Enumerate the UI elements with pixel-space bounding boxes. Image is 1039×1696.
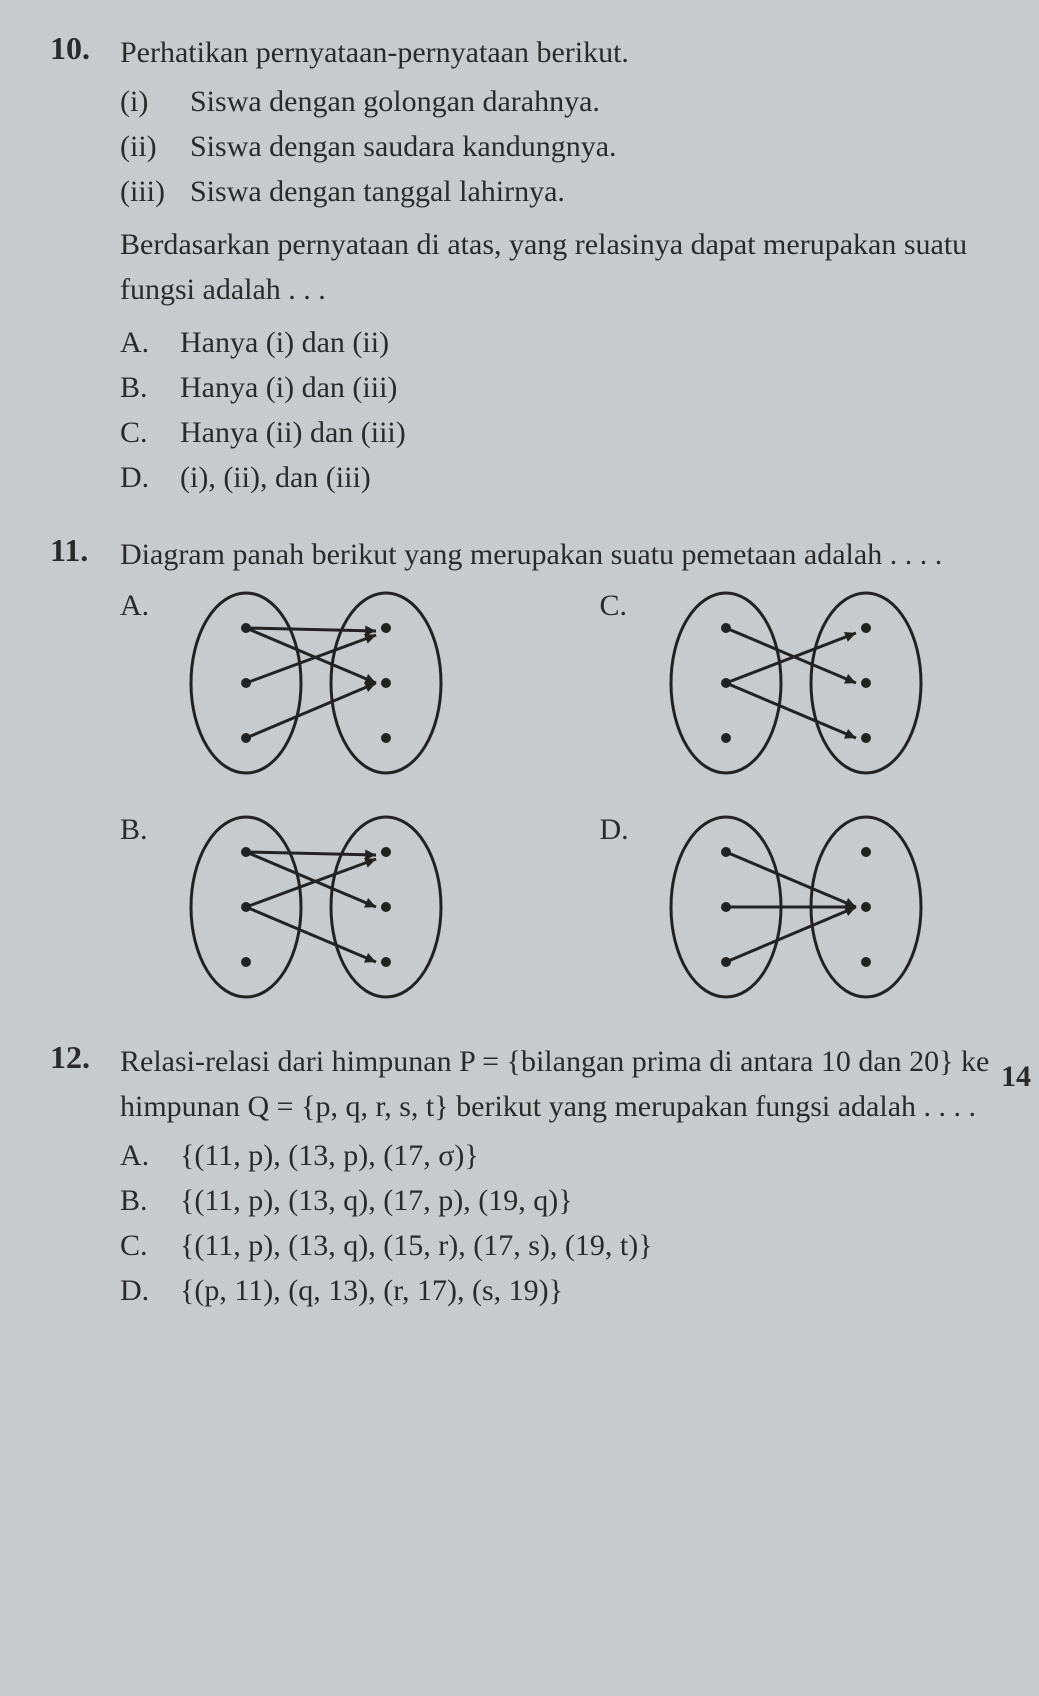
diagram-option-c: C.	[600, 583, 1000, 783]
option-label: C.	[120, 410, 162, 455]
option-b: B. Hanya (i) dan (iii)	[120, 365, 999, 410]
question-number: 11.	[50, 532, 100, 1007]
option-label: D.	[120, 1268, 162, 1313]
option-text: (i), (ii), dan (iii)	[180, 455, 371, 500]
arrow-diagram-d	[656, 807, 936, 1007]
option-label: B.	[120, 1178, 162, 1223]
question-body: Relasi-relasi dari himpunan P = {bilanga…	[120, 1039, 999, 1313]
option-label: A.	[120, 1133, 162, 1178]
roman-item: (i) Siswa dengan golongan darahnya.	[120, 79, 999, 124]
question-stem: Perhatikan pernyataan-pernyataan berikut…	[120, 30, 999, 75]
question-stem-text: Relasi-relasi dari himpunan P = {bilanga…	[120, 1045, 989, 1123]
roman-text: Siswa dengan saudara kandungnya.	[190, 124, 617, 169]
option-label: A.	[120, 320, 162, 365]
question-10: 10. Perhatikan pernyataan-pernyataan ber…	[50, 30, 999, 500]
option-c: C. {(11, p), (13, q), (15, r), (17, s), …	[120, 1223, 999, 1268]
arrow-diagram-b	[176, 807, 456, 1007]
option-d: D. {(p, 11), (q, 13), (r, 17), (s, 19)}	[120, 1268, 999, 1313]
page-edge-number: 14	[1001, 1060, 1031, 1094]
arrow-diagram-c	[656, 583, 936, 783]
options-list: A. Hanya (i) dan (ii) B. Hanya (i) dan (…	[120, 320, 999, 500]
option-text: Hanya (ii) dan (iii)	[180, 410, 406, 455]
option-c: C. Hanya (ii) dan (iii)	[120, 410, 999, 455]
question-body: Perhatikan pernyataan-pernyataan berikut…	[120, 30, 999, 500]
option-a: A. Hanya (i) dan (ii)	[120, 320, 999, 365]
option-d: D. (i), (ii), dan (iii)	[120, 455, 999, 500]
option-text: {(11, p), (13, q), (17, p), (19, q)}	[180, 1178, 573, 1223]
diagram-grid: A. C. B. D.	[120, 583, 999, 1007]
option-text: {(11, p), (13, p), (17, σ)}	[180, 1133, 479, 1178]
option-text: Hanya (i) dan (ii)	[180, 320, 389, 365]
roman-list: (i) Siswa dengan golongan darahnya. (ii)…	[120, 79, 999, 214]
roman-text: Siswa dengan tanggal lahirnya.	[190, 169, 565, 214]
option-text: {(p, 11), (q, 13), (r, 17), (s, 19)}	[180, 1268, 563, 1313]
arrow-diagram-a	[176, 583, 456, 783]
options-list: A. {(11, p), (13, p), (17, σ)} B. {(11, …	[120, 1133, 999, 1313]
question-11: 11. Diagram panah berikut yang merupakan…	[50, 532, 999, 1007]
question-followup: Berdasarkan pernyataan di atas, yang rel…	[120, 222, 999, 312]
question-number: 12.	[50, 1039, 100, 1313]
option-text: Hanya (i) dan (iii)	[180, 365, 397, 410]
question-number: 10.	[50, 30, 100, 500]
diagram-option-b: B.	[120, 807, 520, 1007]
question-12: 12. Relasi-relasi dari himpunan P = {bil…	[50, 1039, 999, 1313]
question-stem: Diagram panah berikut yang merupakan sua…	[120, 532, 999, 577]
diagram-label: A.	[120, 583, 162, 628]
option-label: C.	[120, 1223, 162, 1268]
roman-label: (i)	[120, 79, 176, 124]
option-text: {(11, p), (13, q), (15, r), (17, s), (19…	[180, 1223, 653, 1268]
diagram-label: D.	[600, 807, 642, 852]
option-label: D.	[120, 455, 162, 500]
diagram-option-d: D.	[600, 807, 1000, 1007]
roman-text: Siswa dengan golongan darahnya.	[190, 79, 600, 124]
diagram-option-a: A.	[120, 583, 520, 783]
option-b: B. {(11, p), (13, q), (17, p), (19, q)}	[120, 1178, 999, 1223]
question-stem: Relasi-relasi dari himpunan P = {bilanga…	[120, 1039, 999, 1129]
option-label: B.	[120, 365, 162, 410]
roman-label: (iii)	[120, 169, 176, 214]
diagram-label: C.	[600, 583, 642, 628]
roman-item: (iii) Siswa dengan tanggal lahirnya.	[120, 169, 999, 214]
diagram-label: B.	[120, 807, 162, 852]
option-a: A. {(11, p), (13, p), (17, σ)}	[120, 1133, 999, 1178]
question-body: Diagram panah berikut yang merupakan sua…	[120, 532, 999, 1007]
roman-item: (ii) Siswa dengan saudara kandungnya.	[120, 124, 999, 169]
roman-label: (ii)	[120, 124, 176, 169]
